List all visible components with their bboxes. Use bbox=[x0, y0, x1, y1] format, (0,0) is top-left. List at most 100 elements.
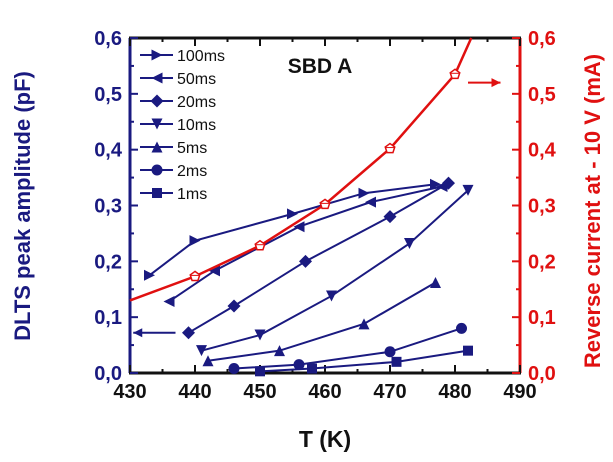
y-tick-label: 0,3 bbox=[94, 196, 122, 218]
data-point bbox=[384, 142, 396, 154]
series-50ms bbox=[163, 181, 448, 308]
data-point bbox=[189, 270, 201, 282]
data-point bbox=[326, 290, 337, 302]
data-point bbox=[293, 359, 305, 371]
y2-axis-label: Reverse current at - 10 V (mA) bbox=[580, 54, 605, 368]
series-2ms bbox=[228, 322, 467, 375]
y-tick-label: 0,0 bbox=[94, 363, 122, 385]
arrow-head bbox=[133, 328, 143, 338]
legend-label: 20ms bbox=[177, 94, 216, 111]
legend-entry: 10ms bbox=[140, 117, 216, 134]
data-point bbox=[365, 196, 376, 208]
tick-labels: 430 440 450 460 470 480 4900,00,10,20,30,40,50… bbox=[94, 28, 556, 403]
arrow-head bbox=[491, 78, 501, 88]
data-point bbox=[189, 235, 201, 247]
x-axis-label: T (K) bbox=[299, 426, 351, 452]
data-point bbox=[463, 345, 473, 356]
data-point bbox=[209, 265, 220, 277]
series-line bbox=[168, 185, 443, 303]
y-tick-label: 0,4 bbox=[94, 140, 123, 162]
data-point bbox=[449, 68, 461, 80]
data-point bbox=[430, 277, 441, 289]
legend: 100ms 50ms 20ms 10ms 5ms 2ms 1ms bbox=[140, 48, 225, 203]
data-point bbox=[462, 184, 474, 196]
x-tick-label: 460 bbox=[308, 381, 341, 403]
legend-marker bbox=[151, 118, 163, 130]
data-point bbox=[287, 208, 298, 220]
data-point bbox=[404, 237, 415, 249]
legend-marker bbox=[152, 188, 162, 198]
legend-entry: 5ms bbox=[140, 140, 207, 157]
legend-label: 1ms bbox=[177, 186, 207, 203]
legend-label: 50ms bbox=[177, 71, 216, 88]
x-tick-label: 440 bbox=[178, 381, 211, 403]
series-reverse-current bbox=[129, 37, 473, 302]
legend-label: 5ms bbox=[177, 140, 207, 157]
legend-entry: 20ms bbox=[140, 94, 216, 111]
y2-tick-label: 0,0 bbox=[528, 363, 556, 385]
series-100ms bbox=[144, 178, 441, 281]
data-point bbox=[383, 210, 397, 224]
legend-marker bbox=[151, 72, 163, 84]
y-tick-label: 0,1 bbox=[94, 307, 122, 329]
series-line bbox=[207, 281, 437, 362]
chart-title: SBD A bbox=[288, 55, 353, 78]
legend-marker bbox=[151, 141, 163, 153]
legend-marker bbox=[151, 164, 163, 176]
data-point bbox=[254, 329, 266, 341]
x-tick-label: 470 bbox=[373, 381, 406, 403]
data-point bbox=[391, 356, 402, 367]
y2-tick-label: 0,4 bbox=[528, 140, 557, 162]
data-point bbox=[196, 345, 207, 357]
legend-entry: 1ms bbox=[140, 186, 207, 203]
series-20ms bbox=[182, 176, 455, 340]
y2-tick-label: 0,2 bbox=[528, 251, 556, 273]
legend-marker bbox=[150, 94, 164, 108]
data-point bbox=[163, 296, 175, 308]
data-point bbox=[227, 299, 241, 313]
arrow-to-left-axis bbox=[133, 328, 176, 338]
x-tick-label: 450 bbox=[243, 381, 276, 403]
y-axis-label: DLTS peak amplitude (pF) bbox=[10, 71, 35, 341]
data-point bbox=[293, 221, 305, 233]
data-point bbox=[384, 346, 396, 358]
data-point bbox=[255, 366, 265, 377]
legend-marker bbox=[151, 49, 163, 61]
series-1ms bbox=[255, 345, 473, 377]
legend-label: 100ms bbox=[177, 48, 225, 65]
series-layer bbox=[129, 37, 474, 377]
data-point bbox=[254, 239, 266, 251]
y2-tick-label: 0,3 bbox=[528, 196, 556, 218]
data-point bbox=[358, 187, 370, 199]
data-point bbox=[202, 355, 214, 367]
data-point bbox=[307, 363, 317, 374]
x-tick-label: 480 bbox=[438, 381, 471, 403]
data-point bbox=[182, 326, 195, 340]
y-tick-label: 0,6 bbox=[94, 28, 122, 50]
series-line bbox=[233, 327, 462, 370]
data-point bbox=[442, 176, 455, 190]
y-tick-label: 0,5 bbox=[94, 84, 122, 106]
legend-entry: 2ms bbox=[140, 163, 207, 180]
x-tick-label: 490 bbox=[503, 381, 536, 403]
y-tick-label: 0,2 bbox=[94, 251, 122, 273]
legend-entry: 100ms bbox=[140, 48, 225, 65]
legend-label: 10ms bbox=[177, 117, 216, 134]
series-line bbox=[259, 349, 469, 373]
data-point bbox=[456, 322, 467, 334]
legend-entry: 50ms bbox=[140, 71, 216, 88]
y2-tick-label: 0,6 bbox=[528, 28, 556, 50]
series-10ms bbox=[196, 184, 474, 357]
y2-tick-label: 0,5 bbox=[528, 84, 556, 106]
data-point bbox=[228, 363, 240, 375]
annotation-layer bbox=[133, 78, 501, 338]
data-point bbox=[274, 345, 285, 357]
arrow-to-right-axis bbox=[468, 78, 501, 88]
legend-label: 2ms bbox=[177, 163, 207, 180]
y2-tick-label: 0,1 bbox=[528, 307, 556, 329]
data-point bbox=[430, 178, 441, 190]
data-point bbox=[358, 318, 370, 330]
data-point bbox=[299, 254, 312, 268]
x-tick-label: 430 bbox=[113, 381, 146, 403]
